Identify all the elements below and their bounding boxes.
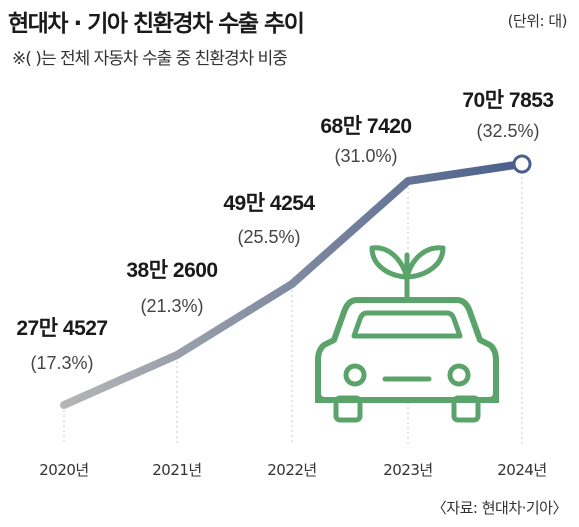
endpoint-marker [512,154,532,174]
eco-car-icon [315,245,499,423]
share-label-4: (32.5%) [476,121,539,141]
share-label-2: (25.5%) [237,227,300,247]
x-tick-2: 2022년 [267,461,316,479]
value-label-0: 27만 4527 [16,317,107,340]
x-tick-1: 2021년 [152,461,201,479]
value-label-1: 38만 2600 [126,259,217,282]
unit-label: (단위: 대) [507,12,568,30]
value-label-2: 49만 4254 [223,192,315,215]
share-label-1: (21.3%) [140,296,203,316]
x-axis-ticks: 2020년 2021년 2022년 2023년 2024년 [39,461,547,479]
x-tick-0: 2020년 [39,461,88,479]
source-note: 〈자료: 현대차·기아〉 [431,499,568,517]
share-label-3: (31.0%) [334,146,397,166]
series-line-layer [60,154,532,409]
data-label-layer: 27만 4527 (17.3%) 38만 2600 (21.3%) 49만 4254 (2… [16,89,554,373]
x-tick-3: 2023년 [383,461,432,479]
value-label-4: 70만 7853 [462,89,553,112]
series-line [60,160,526,409]
subtitle-note: ※( )는 전체 자동차 수출 중 친환경차 비중 [12,49,288,69]
x-tick-4: 2024년 [497,461,546,479]
page-title: 현대차 · 기아 친환경차 수출 추이 [8,11,305,37]
share-label-0: (17.3%) [30,353,93,373]
value-label-3: 68만 7420 [320,115,411,138]
